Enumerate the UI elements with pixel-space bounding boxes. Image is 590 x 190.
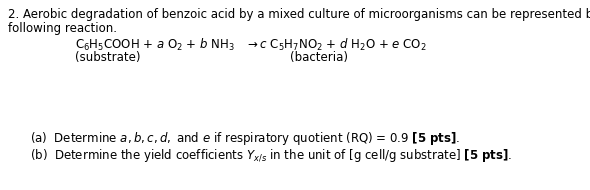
Text: (bacteria): (bacteria) xyxy=(290,51,348,64)
Text: (substrate): (substrate) xyxy=(75,51,140,64)
Text: following reaction.: following reaction. xyxy=(8,22,117,35)
Text: $\mathregular{C_6H_5COOH}$ $+$ $\mathit{a}$ $\mathregular{O_2}$ $+$ $\mathit{b}$: $\mathregular{C_6H_5COOH}$ $+$ $\mathit{… xyxy=(75,37,427,53)
Text: 2. Aerobic degradation of benzoic acid by a mixed culture of microorganisms can : 2. Aerobic degradation of benzoic acid b… xyxy=(8,8,590,21)
Text: (a)  Determine $\mathit{a, b, c, d,}$ and $\mathit{e}$ if respiratory quotient (: (a) Determine $\mathit{a, b, c, d,}$ and… xyxy=(30,130,460,147)
Text: (b)  Determine the yield coefficients $\mathit{Y}_{\mathit{x/s}}$ in the unit of: (b) Determine the yield coefficients $\m… xyxy=(30,148,512,165)
